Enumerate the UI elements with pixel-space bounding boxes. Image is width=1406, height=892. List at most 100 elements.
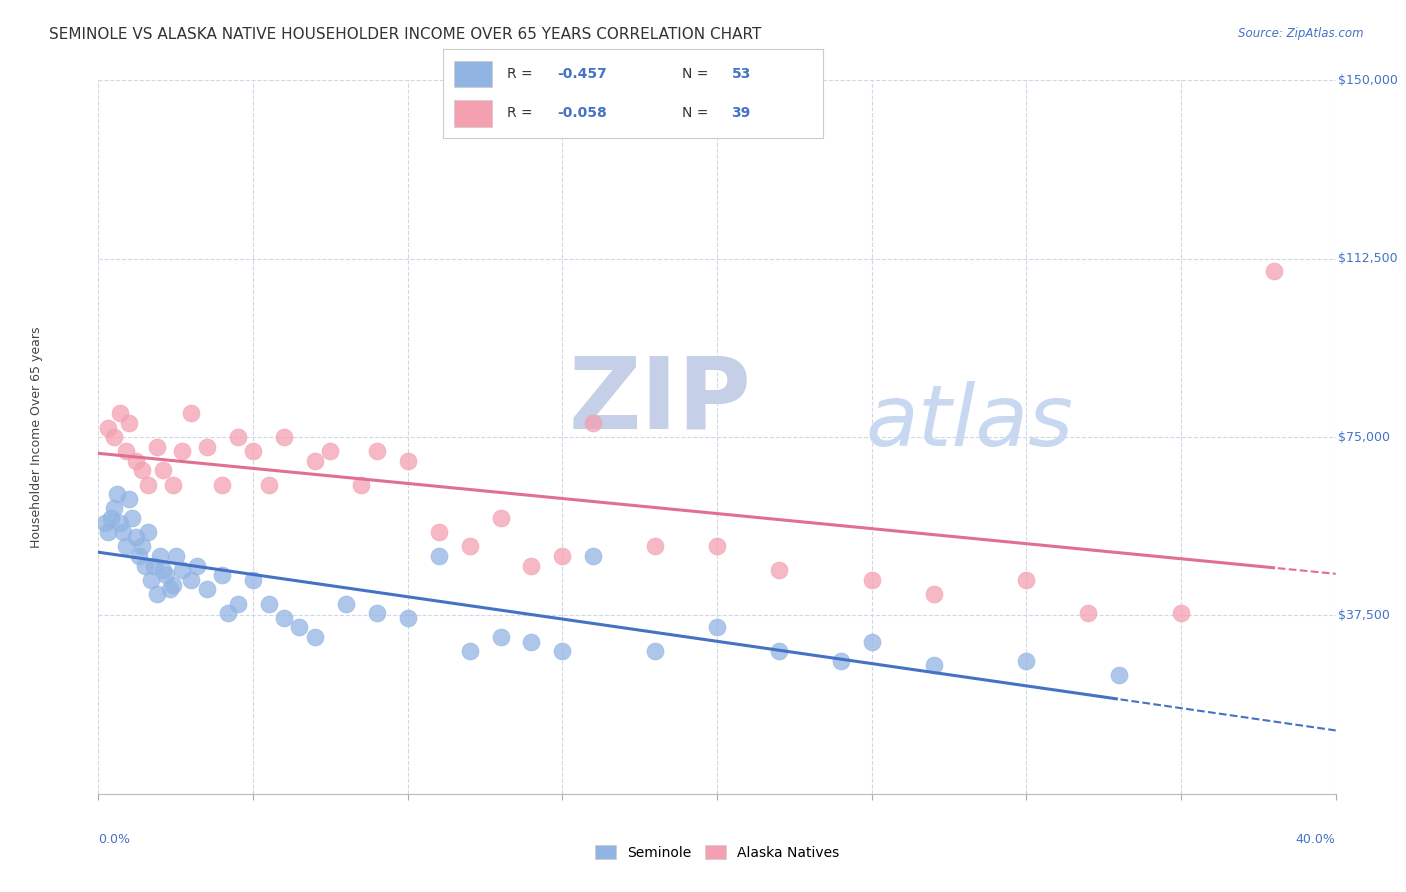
Point bbox=[458, 540, 481, 554]
Point bbox=[134, 558, 156, 573]
Point bbox=[136, 477, 159, 491]
Point bbox=[97, 420, 120, 434]
Point bbox=[922, 658, 945, 673]
Point bbox=[489, 511, 512, 525]
Point bbox=[155, 568, 177, 582]
Point bbox=[242, 444, 264, 458]
FancyBboxPatch shape bbox=[454, 100, 492, 127]
Point bbox=[1263, 263, 1285, 277]
Point bbox=[257, 597, 280, 611]
Point bbox=[335, 597, 357, 611]
Point bbox=[768, 644, 790, 658]
Point bbox=[103, 430, 125, 444]
Point bbox=[427, 549, 450, 563]
Point bbox=[195, 440, 218, 454]
Point bbox=[211, 568, 233, 582]
Text: R =: R = bbox=[508, 106, 533, 120]
Text: 53: 53 bbox=[731, 67, 751, 81]
Point bbox=[350, 477, 373, 491]
Point bbox=[170, 563, 193, 577]
Point bbox=[143, 558, 166, 573]
Point bbox=[582, 416, 605, 430]
Point bbox=[396, 611, 419, 625]
Point bbox=[195, 582, 218, 597]
FancyBboxPatch shape bbox=[454, 61, 492, 87]
Point bbox=[644, 644, 666, 658]
Point bbox=[217, 606, 239, 620]
Point bbox=[1077, 606, 1099, 620]
Point bbox=[115, 540, 138, 554]
Point bbox=[860, 634, 883, 648]
Text: 39: 39 bbox=[731, 106, 751, 120]
Point bbox=[257, 477, 280, 491]
Text: $37,500: $37,500 bbox=[1339, 609, 1391, 622]
Text: -0.058: -0.058 bbox=[557, 106, 606, 120]
Text: -0.457: -0.457 bbox=[557, 67, 606, 81]
Point bbox=[489, 630, 512, 644]
Point bbox=[226, 597, 249, 611]
Point bbox=[186, 558, 208, 573]
Point bbox=[211, 477, 233, 491]
Point bbox=[180, 406, 202, 420]
Point bbox=[108, 406, 131, 420]
Point bbox=[162, 577, 184, 591]
Point bbox=[396, 454, 419, 468]
Point bbox=[273, 611, 295, 625]
Point bbox=[319, 444, 342, 458]
Point bbox=[152, 463, 174, 477]
Point bbox=[128, 549, 150, 563]
Point bbox=[366, 606, 388, 620]
Legend: Seminole, Alaska Natives: Seminole, Alaska Natives bbox=[589, 839, 845, 865]
Text: Source: ZipAtlas.com: Source: ZipAtlas.com bbox=[1239, 27, 1364, 40]
Point bbox=[131, 463, 153, 477]
Point bbox=[706, 540, 728, 554]
Point bbox=[304, 630, 326, 644]
Point bbox=[93, 516, 115, 530]
Point bbox=[242, 573, 264, 587]
Text: ZIP: ZIP bbox=[568, 353, 751, 450]
Point bbox=[366, 444, 388, 458]
Point bbox=[226, 430, 249, 444]
Text: atlas: atlas bbox=[866, 381, 1074, 465]
Point bbox=[288, 620, 311, 634]
Point bbox=[458, 644, 481, 658]
Point bbox=[152, 563, 174, 577]
Text: SEMINOLE VS ALASKA NATIVE HOUSEHOLDER INCOME OVER 65 YEARS CORRELATION CHART: SEMINOLE VS ALASKA NATIVE HOUSEHOLDER IN… bbox=[49, 27, 762, 42]
Point bbox=[304, 454, 326, 468]
Point bbox=[121, 511, 143, 525]
Text: N =: N = bbox=[682, 67, 709, 81]
Point bbox=[124, 530, 146, 544]
Point bbox=[100, 511, 122, 525]
Point bbox=[112, 525, 135, 540]
Point bbox=[108, 516, 131, 530]
Point bbox=[105, 487, 128, 501]
Point bbox=[146, 587, 169, 601]
Point bbox=[118, 491, 141, 506]
Point bbox=[922, 587, 945, 601]
Point bbox=[860, 573, 883, 587]
Point bbox=[273, 430, 295, 444]
Point bbox=[1015, 573, 1038, 587]
Point bbox=[159, 582, 181, 597]
Point bbox=[103, 501, 125, 516]
Point bbox=[118, 416, 141, 430]
Text: R =: R = bbox=[508, 67, 533, 81]
Point bbox=[427, 525, 450, 540]
Text: $75,000: $75,000 bbox=[1339, 431, 1391, 443]
Text: $112,500: $112,500 bbox=[1339, 252, 1398, 265]
Point bbox=[115, 444, 138, 458]
Point bbox=[162, 477, 184, 491]
Text: $150,000: $150,000 bbox=[1339, 74, 1398, 87]
Point bbox=[582, 549, 605, 563]
Point bbox=[170, 444, 193, 458]
Point bbox=[520, 634, 543, 648]
Point bbox=[131, 540, 153, 554]
Point bbox=[139, 573, 162, 587]
Text: 0.0%: 0.0% bbox=[98, 833, 131, 847]
Point bbox=[1170, 606, 1192, 620]
Point bbox=[520, 558, 543, 573]
Point bbox=[136, 525, 159, 540]
Point bbox=[644, 540, 666, 554]
Text: 40.0%: 40.0% bbox=[1296, 833, 1336, 847]
Point bbox=[97, 525, 120, 540]
